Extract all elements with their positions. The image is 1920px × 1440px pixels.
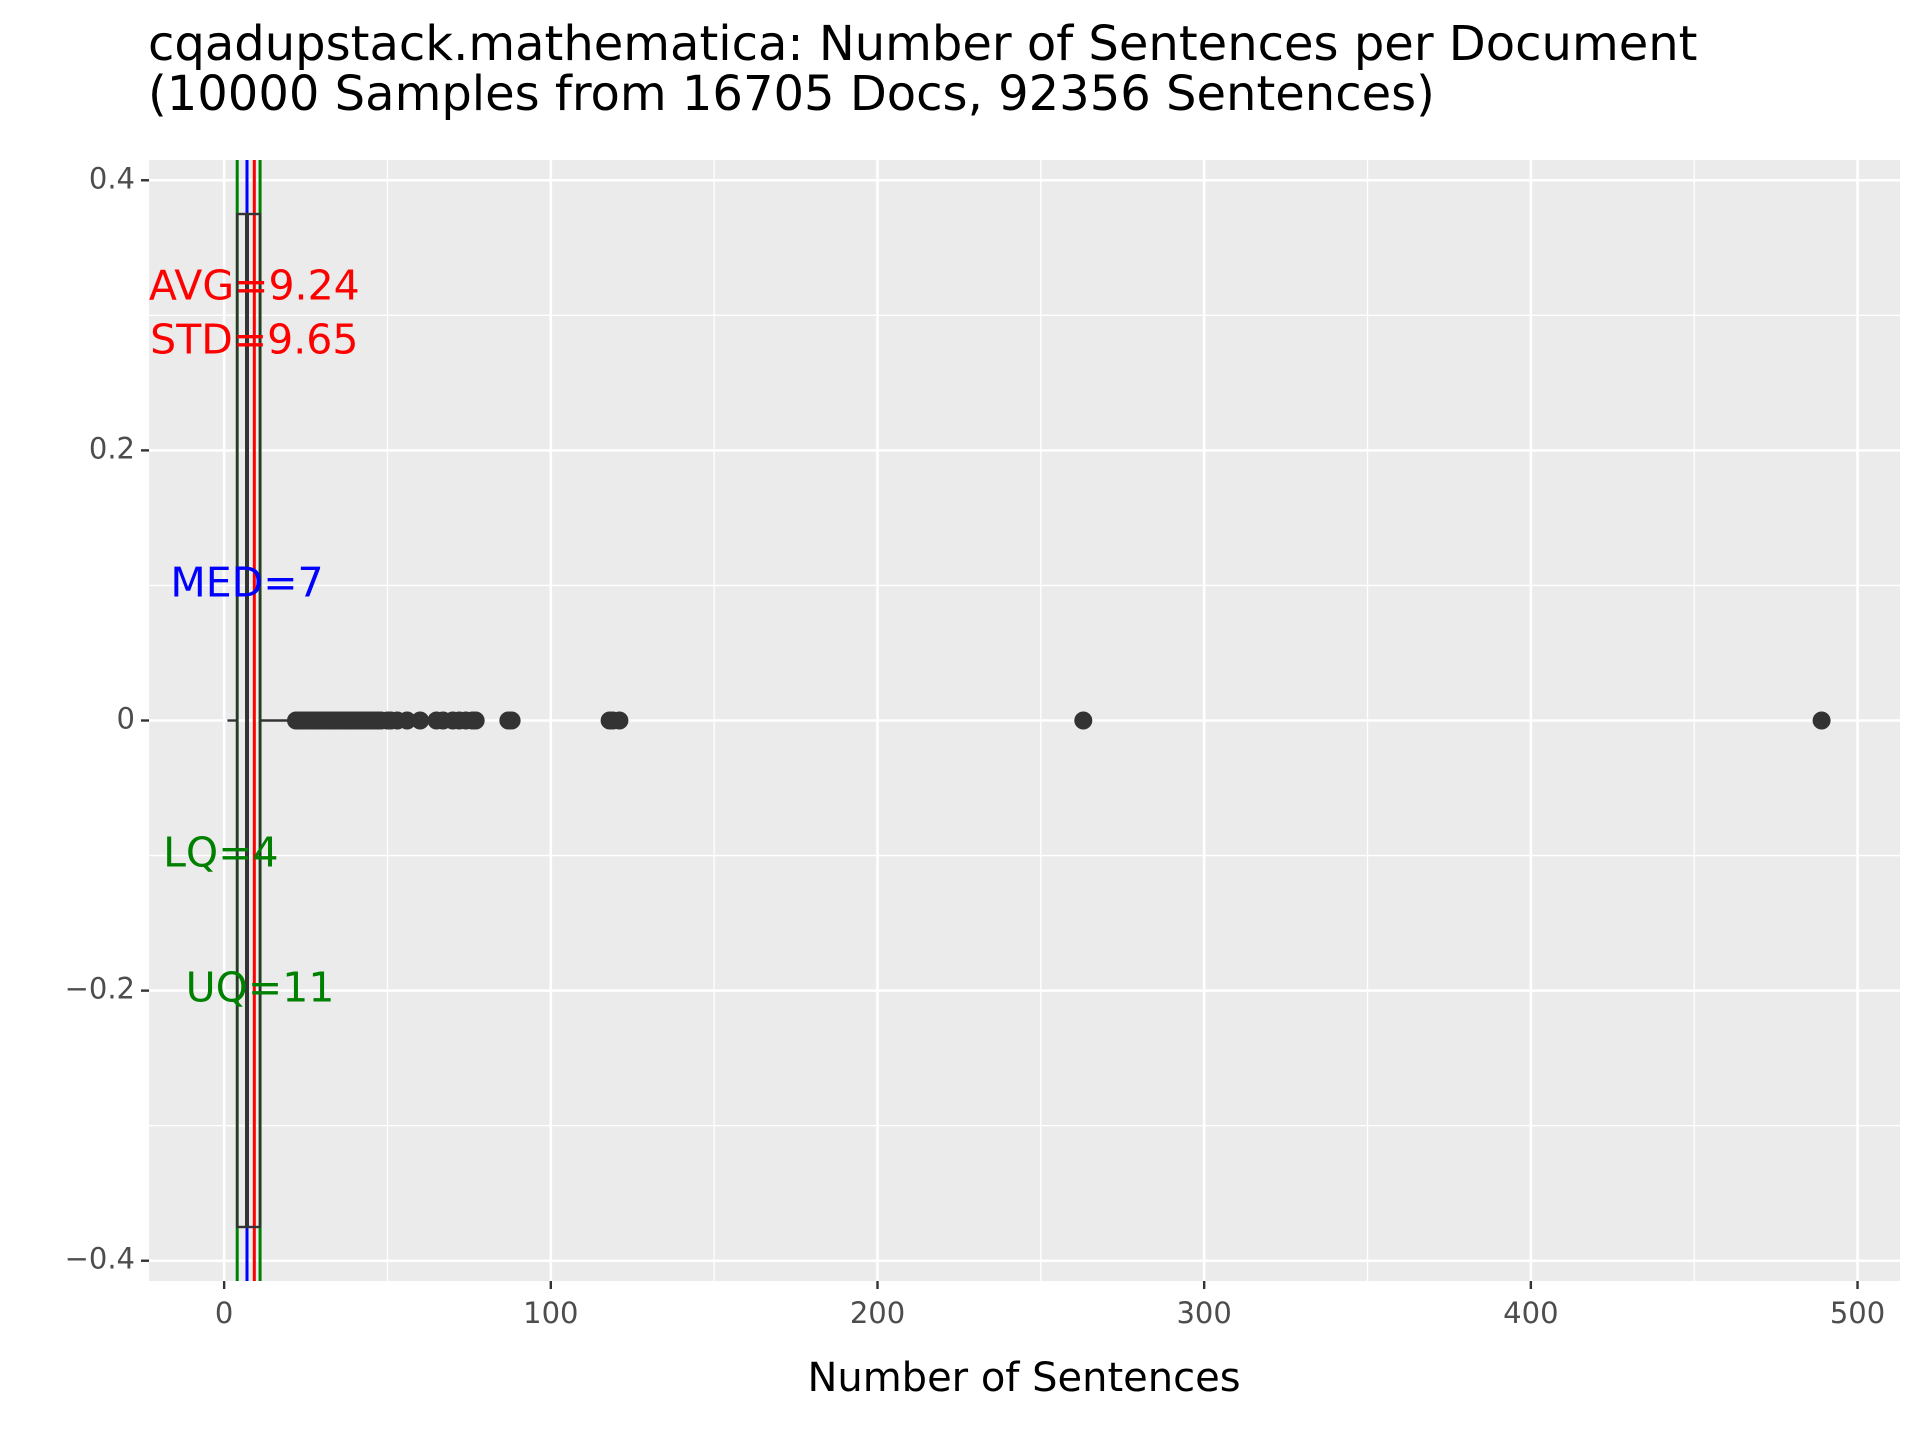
y-tick-label: 0.2: [89, 431, 135, 465]
x-tick-label: 300: [1176, 1296, 1231, 1330]
outlier-point: [398, 711, 417, 730]
annotation-label: MED=7: [170, 558, 323, 606]
y-tick-label: −0.4: [65, 1242, 135, 1276]
outlier-point: [610, 711, 629, 730]
outlier-point: [411, 711, 430, 730]
outlier-point: [1074, 711, 1093, 730]
outlier-point: [502, 711, 521, 730]
y-tick-label: −0.2: [65, 972, 135, 1006]
annotations: AVG=9.24 STD=9.65 MED=7 LQ=4 UQ=11: [149, 261, 360, 1011]
y-tick-label: 0.4: [89, 161, 135, 195]
annotation-label: STD=9.65: [150, 315, 358, 363]
outlier-points: [287, 711, 1831, 730]
outlier-point: [1812, 711, 1831, 730]
x-tick-label: 100: [523, 1296, 578, 1330]
x-axis-title: Number of Sentences: [807, 1355, 1240, 1401]
x-tick-label: 400: [1503, 1296, 1558, 1330]
outlier-point: [466, 711, 485, 730]
annotation-label: AVG=9.24: [149, 261, 360, 309]
axes: 0 100 200 300 400 500 0.4 0.2 0 −0.2 −0.4: [65, 161, 1886, 1330]
chart-subtitle: (10000 Samples from 16705 Docs, 92356 Se…: [148, 66, 1435, 122]
annotation-label: UQ=11: [186, 964, 335, 1012]
x-tick-label: 200: [850, 1296, 905, 1330]
annotation-label: LQ=4: [163, 829, 279, 877]
x-tick-label: 0: [215, 1296, 233, 1330]
chart-title: cqadupstack.mathematica: Number of Sente…: [148, 16, 1697, 72]
grid-layer: [149, 160, 1900, 1281]
x-tick-label: 500: [1830, 1296, 1885, 1330]
y-tick-label: 0: [117, 702, 135, 736]
